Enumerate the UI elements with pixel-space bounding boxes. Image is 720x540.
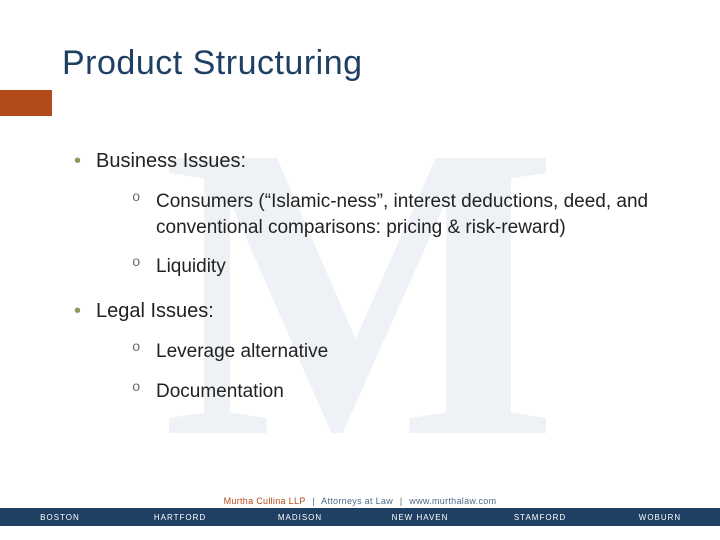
sub-bullet-text: Leverage alternative	[156, 341, 328, 362]
slide: M Product Structuring Business Issues: C…	[0, 0, 720, 540]
tagline: Murtha Cullina LLP | Attorneys at Law | …	[0, 496, 720, 506]
sub-bullet-text: Consumers (“Islamic-ness”, interest dedu…	[156, 191, 648, 238]
bullet-level2: Consumers (“Islamic-ness”, interest dedu…	[122, 189, 680, 240]
bullet-text: Business Issues:	[96, 150, 246, 172]
bullet-text: Legal Issues:	[96, 300, 214, 322]
bullet-level2: Leverage alternative	[122, 339, 680, 365]
footer-band: BOSTON HARTFORD MADISON NEW HAVEN STAMFO…	[0, 508, 720, 526]
accent-bar	[0, 90, 52, 116]
tagline-url: www.murthalaw.com	[409, 496, 496, 506]
page-title: Product Structuring	[62, 44, 363, 83]
footer-city: BOSTON	[0, 508, 120, 526]
content-area: Business Issues: Consumers (“Islamic-nes…	[70, 148, 680, 416]
bullet-level1: Legal Issues: Leverage alternative Docum…	[70, 298, 680, 404]
footer-city: WOBURN	[600, 508, 720, 526]
tagline-sep: |	[312, 496, 315, 506]
footer-city: HARTFORD	[120, 508, 240, 526]
footer-city: MADISON	[240, 508, 360, 526]
footer-city: NEW HAVEN	[360, 508, 480, 526]
tagline-firm: Murtha Cullina LLP	[224, 496, 306, 506]
tagline-mid: Attorneys at Law	[321, 496, 393, 506]
sub-bullet-text: Documentation	[156, 381, 284, 402]
bullet-level2: Documentation	[122, 379, 680, 405]
bullet-level1: Business Issues: Consumers (“Islamic-nes…	[70, 148, 680, 280]
tagline-sep: |	[400, 496, 403, 506]
sub-bullet-text: Liquidity	[156, 256, 226, 277]
footer-city: STAMFORD	[480, 508, 600, 526]
bullet-level2: Liquidity	[122, 254, 680, 280]
